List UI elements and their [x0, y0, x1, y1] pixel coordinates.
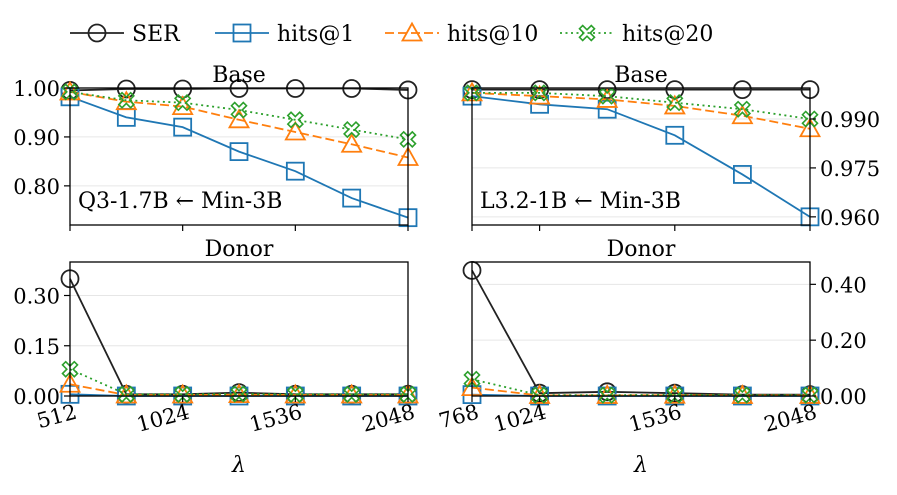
panel-left-top: Base Q3-1.7B ← Min-3B 0.80 0.90 1.00 [13, 63, 420, 231]
data-point-hits10 [171, 95, 194, 115]
ytick-label: 0.15 [13, 335, 60, 359]
ytick-label: 0.80 [13, 175, 60, 199]
plot-frame [69, 87, 409, 226]
series-SER [462, 260, 820, 405]
data-point-hits20 [343, 120, 361, 139]
xtick-label: 768 [436, 400, 481, 434]
legend-item-SER: SER [70, 22, 181, 47]
data-point-hits20 [598, 386, 616, 404]
series-line-hits20 [472, 91, 811, 120]
ytick-label: 0.00 [13, 385, 60, 409]
series-hits10 [460, 81, 822, 138]
panel-title: Donor [607, 237, 676, 262]
data-point-hits1 [665, 125, 685, 145]
data-point-hits1 [229, 142, 249, 162]
series-line-hits20 [69, 91, 409, 141]
data-point-hits1 [285, 161, 305, 181]
series-line-SER [69, 278, 408, 396]
ytick-label: 0.00 [820, 385, 867, 409]
data-point-hits1 [342, 188, 362, 208]
series-line-hits10 [471, 91, 811, 130]
data-point-hits20 [174, 94, 192, 112]
xtick-label: 1024 [491, 400, 549, 437]
series-line-SER [471, 269, 810, 396]
data-point-hits10 [340, 132, 363, 153]
series-hits10 [58, 372, 420, 404]
ytick-label: 0.975 [820, 157, 880, 181]
data-point-hits1 [597, 99, 617, 119]
legend-marker-hits10 [400, 21, 424, 42]
data-point-hits10 [227, 383, 251, 404]
ytick-label: 0.40 [820, 273, 867, 297]
panel-annotation: L3.2-1B ← Min-3B [480, 189, 681, 214]
data-point-SER [733, 80, 752, 100]
data-point-hits20 [733, 386, 752, 404]
data-point-hits10 [731, 104, 754, 125]
series-line-hits20 [69, 368, 408, 396]
data-point-hits10 [284, 120, 307, 141]
data-point-hits1 [173, 117, 193, 137]
x-axis-label: λ [231, 453, 246, 478]
series-line-hits1 [69, 95, 409, 219]
panel-title: Base [614, 63, 668, 88]
plot-frame [471, 261, 811, 397]
legend-marker-hits20 [578, 24, 596, 42]
data-point-hits1 [733, 165, 752, 184]
panel-annotation: Q3-1.7B ← Min-3B [78, 189, 282, 214]
data-point-hits20 [117, 91, 135, 109]
legend-label-hits20: hits@20 [622, 22, 713, 47]
xtick-label: 1024 [134, 400, 192, 437]
series-SER [60, 269, 418, 404]
xtick-label: 2048 [761, 400, 819, 437]
data-point-hits10 [227, 108, 251, 129]
legend-item-hits10: hits@10 [385, 21, 538, 47]
legend-label-hits1: hits@1 [277, 22, 354, 47]
data-point-hits20 [733, 100, 752, 118]
legend-marker-hits1 [232, 23, 252, 43]
data-point-hits20 [343, 385, 361, 403]
panel-right-top: Base L3.2-1B ← Min-3B 0.960 0.975 0.990 [460, 63, 880, 231]
series-line-hits1 [471, 95, 811, 218]
data-point-hits20 [230, 101, 248, 119]
panels: Base Q3-1.7B ← Min-3B 0.80 0.90 1.00 Base L3.2… [13, 63, 880, 478]
data-point-hits20 [286, 111, 304, 129]
plot-frame [471, 87, 811, 226]
ytick-label: 0.960 [820, 206, 880, 230]
legend-label-SER: SER [132, 22, 181, 47]
xtick-label: 2048 [359, 400, 417, 437]
series-line-hits10 [69, 91, 409, 159]
xtick-label: 1536 [626, 400, 684, 437]
data-point-SER [597, 80, 617, 100]
series-line-hits20 [471, 378, 810, 397]
panel-right-bottom: Donor 0.00 0.20 0.40 768 1024 1536 2048 λ [436, 237, 866, 478]
series-hits10 [58, 80, 420, 166]
ytick-label: 0.20 [820, 329, 867, 353]
data-point-hits20 [598, 87, 616, 105]
ytick-label: 0.990 [820, 108, 880, 132]
legend-item-hits20: hits@20 [560, 22, 713, 47]
legend: SER hits@1 hits@10 hits@20 [70, 21, 713, 47]
data-point-hits20 [666, 94, 684, 112]
panel-title: Donor [205, 237, 274, 262]
legend-item-hits1: hits@1 [215, 22, 354, 47]
xtick-label: 1536 [247, 400, 305, 437]
ytick-label: 0.30 [13, 285, 60, 309]
data-point-hits10 [396, 383, 420, 404]
series-hits20 [463, 370, 819, 404]
series-line-SER [69, 87, 409, 92]
legend-label-hits10: hits@10 [447, 22, 538, 47]
ytick-label: 1.00 [13, 77, 60, 101]
plot-frame [69, 261, 409, 397]
series-hits20 [61, 83, 417, 149]
data-point-SER [530, 80, 549, 100]
legend-marker-SER [87, 23, 107, 43]
panel-title: Base [212, 63, 266, 88]
ytick-label: 0.90 [13, 126, 60, 150]
data-point-hits20 [230, 385, 248, 403]
x-axis-label: λ [633, 453, 648, 478]
data-point-hits20 [117, 385, 135, 403]
